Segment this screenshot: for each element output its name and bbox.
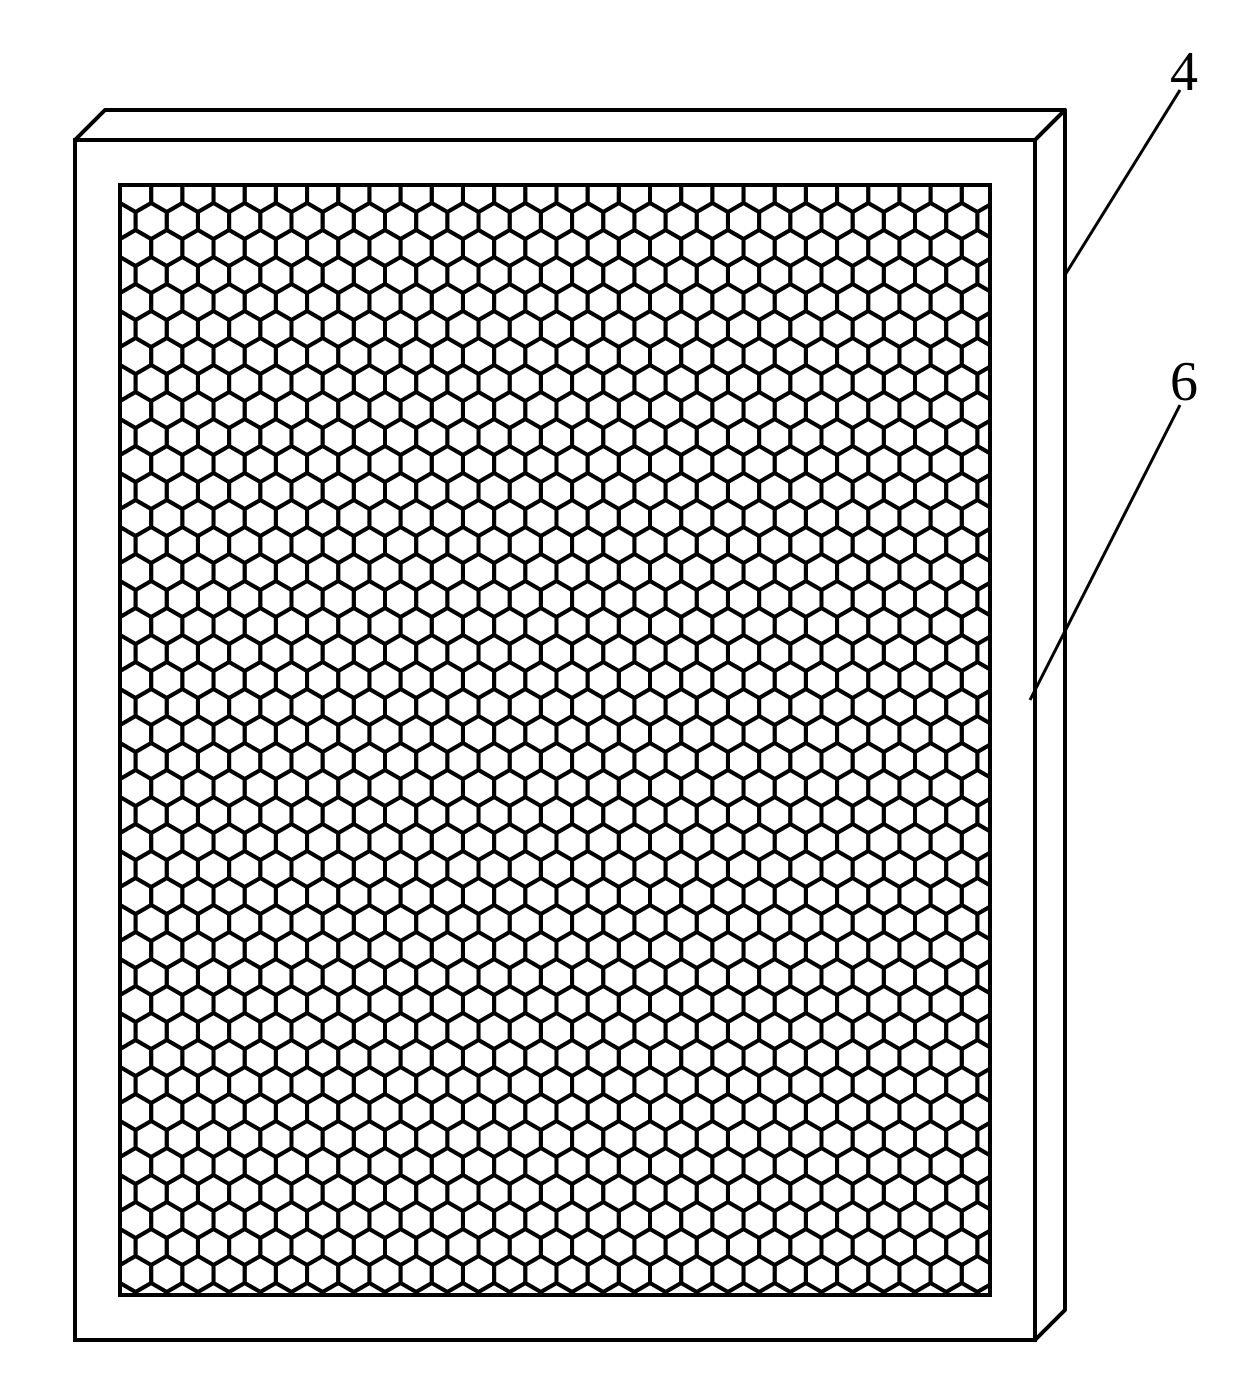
figure-svg bbox=[0, 0, 1240, 1382]
callout-label-6: 6 bbox=[1170, 350, 1198, 414]
figure-canvas: 4 6 bbox=[0, 0, 1240, 1382]
callout-label-4: 4 bbox=[1170, 40, 1198, 104]
